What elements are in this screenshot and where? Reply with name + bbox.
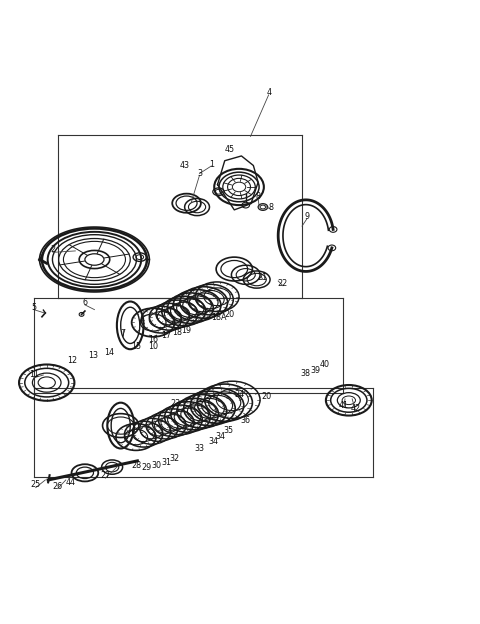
Text: 40: 40 [320,360,330,369]
Text: 24: 24 [234,389,244,399]
Text: 14: 14 [104,348,114,357]
Text: 20: 20 [225,310,235,319]
Text: 27: 27 [100,470,110,480]
Text: 45: 45 [225,145,235,154]
Text: 31: 31 [161,458,171,467]
Text: 41: 41 [339,401,349,409]
Text: 33: 33 [194,444,204,452]
Text: 20: 20 [261,392,271,401]
Text: 32: 32 [169,454,179,464]
Text: 35: 35 [223,426,233,435]
Text: 7: 7 [120,329,126,338]
Text: 5: 5 [31,303,36,312]
Text: 21: 21 [258,273,268,282]
Text: 36: 36 [241,416,251,426]
Text: 15: 15 [131,342,141,351]
Text: 34: 34 [209,437,219,446]
Text: 28: 28 [131,461,141,470]
Text: 18A: 18A [211,313,226,322]
Text: 22: 22 [278,279,288,288]
Text: 8: 8 [256,192,261,201]
Text: 13: 13 [88,351,98,361]
Text: 12: 12 [67,356,77,365]
Text: 19: 19 [181,326,192,334]
Text: 25: 25 [31,480,41,489]
Text: 8: 8 [268,203,274,212]
Text: 3: 3 [197,169,202,178]
Text: 29: 29 [142,462,152,472]
Text: 9: 9 [304,212,310,221]
Text: 10: 10 [148,342,158,351]
Text: 30: 30 [152,461,161,470]
Text: 38: 38 [301,369,311,378]
Text: 18: 18 [172,328,182,336]
Text: 42: 42 [350,404,360,413]
Text: 44: 44 [66,479,75,487]
Text: 17: 17 [161,331,171,340]
Text: 23: 23 [170,399,180,408]
Text: 11: 11 [29,371,39,379]
Text: 26: 26 [53,482,63,490]
Text: 34: 34 [215,432,225,441]
Text: 6: 6 [83,298,87,307]
Text: 2: 2 [50,245,56,255]
Text: 4: 4 [266,88,271,97]
Text: 39: 39 [311,366,321,375]
Text: 43: 43 [180,160,190,170]
Text: 1: 1 [209,160,214,168]
Text: 16: 16 [148,335,158,344]
